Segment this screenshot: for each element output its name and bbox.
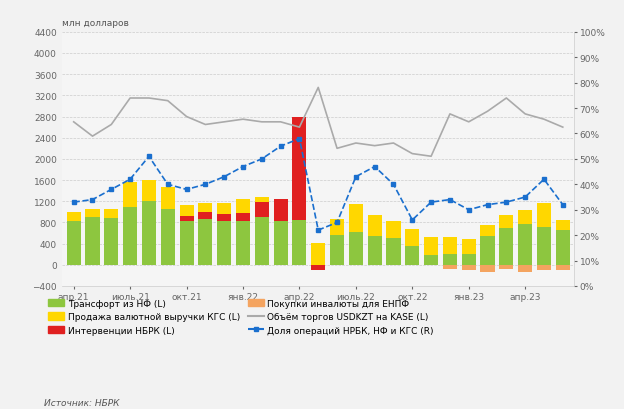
- Bar: [499, 228, 514, 265]
- Bar: [499, 265, 514, 270]
- Bar: [405, 247, 419, 265]
- Bar: [161, 210, 175, 265]
- Bar: [537, 204, 551, 227]
- Bar: [180, 205, 193, 221]
- Bar: [198, 219, 212, 265]
- Bar: [273, 199, 288, 222]
- Bar: [104, 209, 119, 219]
- Bar: [293, 117, 306, 220]
- Bar: [180, 216, 193, 221]
- Bar: [462, 254, 475, 265]
- Bar: [443, 237, 457, 254]
- Bar: [556, 220, 570, 231]
- Bar: [537, 265, 551, 270]
- Bar: [293, 220, 306, 265]
- Bar: [236, 214, 250, 222]
- Bar: [480, 225, 495, 236]
- Bar: [443, 254, 457, 265]
- Bar: [198, 212, 212, 219]
- Bar: [349, 204, 363, 232]
- Bar: [311, 265, 325, 270]
- Bar: [255, 198, 269, 218]
- Bar: [236, 200, 250, 222]
- Bar: [518, 265, 532, 272]
- Bar: [349, 232, 363, 265]
- Bar: [518, 211, 532, 224]
- Bar: [236, 222, 250, 265]
- Bar: [217, 204, 232, 221]
- Bar: [443, 265, 457, 270]
- Bar: [180, 221, 193, 265]
- Bar: [556, 265, 570, 270]
- Bar: [198, 203, 212, 219]
- Bar: [330, 235, 344, 265]
- Bar: [217, 214, 232, 221]
- Bar: [142, 202, 156, 265]
- Bar: [556, 231, 570, 265]
- Bar: [85, 210, 100, 218]
- Bar: [123, 182, 137, 207]
- Text: Источник: НБРК: Источник: НБРК: [44, 398, 119, 407]
- Bar: [255, 203, 269, 218]
- Bar: [67, 222, 80, 265]
- Text: млн долларов: млн долларов: [62, 19, 129, 28]
- Bar: [386, 239, 401, 265]
- Bar: [462, 265, 475, 270]
- Bar: [405, 229, 419, 247]
- Bar: [480, 236, 495, 265]
- Bar: [480, 265, 495, 272]
- Bar: [255, 218, 269, 265]
- Bar: [311, 243, 325, 265]
- Bar: [386, 222, 401, 239]
- Bar: [161, 187, 175, 210]
- Bar: [368, 236, 382, 265]
- Bar: [518, 224, 532, 265]
- Legend: Трансфорт из НФ (L), Продажа валютной выручки КГС (L), Интервенции НБРК (L), Пок: Трансфорт из НФ (L), Продажа валютной вы…: [48, 299, 434, 335]
- Bar: [537, 227, 551, 265]
- Bar: [67, 213, 80, 222]
- Bar: [85, 218, 100, 265]
- Bar: [273, 200, 288, 222]
- Bar: [499, 216, 514, 228]
- Bar: [368, 215, 382, 236]
- Bar: [462, 240, 475, 254]
- Bar: [217, 221, 232, 265]
- Bar: [123, 207, 137, 265]
- Bar: [424, 237, 438, 256]
- Bar: [330, 219, 344, 235]
- Bar: [424, 256, 438, 265]
- Bar: [142, 181, 156, 202]
- Bar: [104, 219, 119, 265]
- Bar: [273, 222, 288, 265]
